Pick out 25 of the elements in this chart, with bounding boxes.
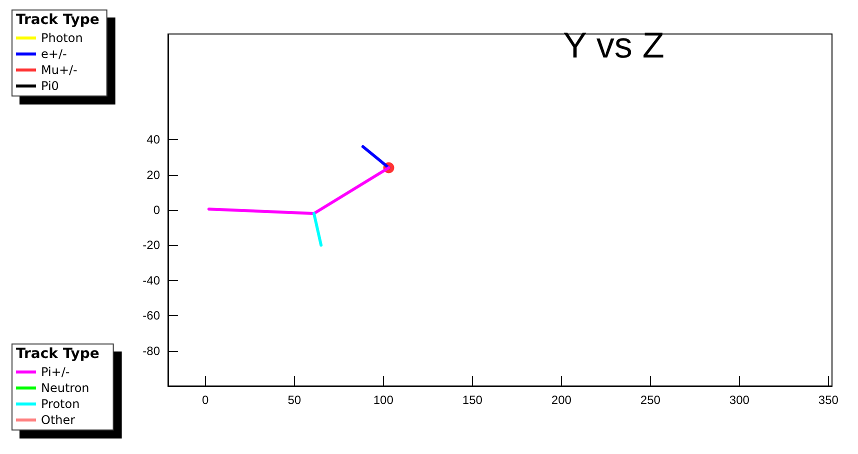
x-tick-label: 150 — [462, 393, 483, 407]
x-tick-label: 0 — [202, 393, 210, 407]
legend-label: Neutron — [41, 381, 90, 395]
x-tick-label: 200 — [551, 393, 572, 407]
x-tick-label: 300 — [729, 393, 750, 407]
legend-label: Other — [41, 413, 76, 427]
text: Track Type — [16, 12, 100, 28]
x-tick-label: 350 — [818, 393, 839, 407]
legend-title: Track Type — [16, 346, 100, 362]
legend-label: Proton — [41, 397, 80, 411]
legend-label: Pi+/- — [41, 365, 70, 379]
legend-label: Pi0 — [41, 79, 59, 93]
legend-label: Photon — [41, 31, 83, 45]
y-tick-label: 0 — [153, 203, 160, 217]
legend-label: e+/- — [41, 47, 67, 61]
legend-label: Mu+/- — [41, 63, 78, 77]
y-tick-label: -80 — [142, 344, 160, 358]
x-tick-label: 50 — [288, 393, 302, 407]
y-tick-label: -60 — [142, 308, 160, 323]
x-tick-label: 250 — [640, 393, 661, 407]
y-tick-label: -20 — [142, 238, 160, 252]
y-tick-label: -40 — [142, 273, 160, 288]
y-tick-label: 20 — [146, 168, 160, 182]
y-tick-label: 40 — [146, 132, 160, 147]
x-tick-label: 100 — [373, 393, 394, 407]
